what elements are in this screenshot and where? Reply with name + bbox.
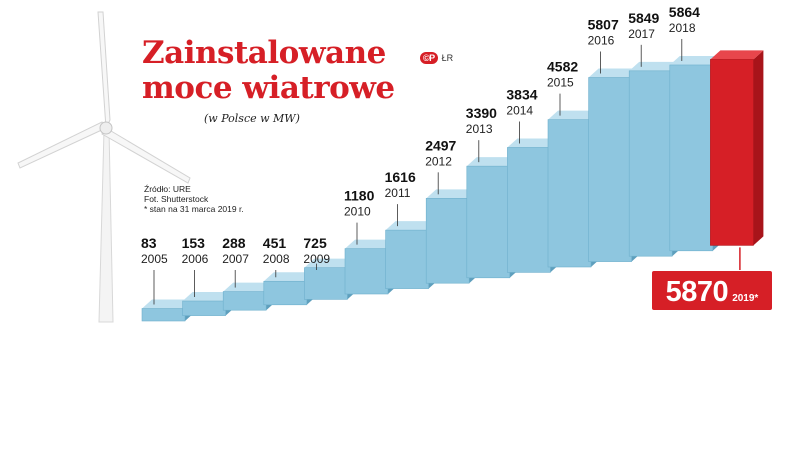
title-line-2: moce wiatrowe bbox=[142, 70, 395, 106]
highlight-year: 2019* bbox=[732, 293, 759, 304]
value-label: 4582 bbox=[547, 59, 578, 75]
title-line-1: Zainstalowane bbox=[142, 35, 386, 71]
value-label: 1180 bbox=[344, 188, 375, 204]
year-label: 2016 bbox=[588, 33, 615, 47]
bar-top bbox=[142, 299, 195, 309]
copyright-mark: ©P ŁR bbox=[420, 52, 453, 64]
highlight-badge: 5870 2019* bbox=[652, 271, 772, 310]
bar-top bbox=[507, 138, 561, 148]
year-label: 2009 bbox=[303, 252, 330, 266]
value-label: 83 bbox=[141, 235, 157, 251]
year-label: 2006 bbox=[182, 252, 209, 266]
value-label: 3390 bbox=[466, 105, 497, 121]
bar-top bbox=[710, 50, 764, 60]
value-label: 725 bbox=[303, 235, 327, 251]
year-label: 2008 bbox=[263, 252, 290, 266]
highlight-value: 5870 bbox=[665, 276, 729, 308]
source-note: Źródło: URE Fot. Shutterstock * stan na … bbox=[144, 184, 244, 214]
bar bbox=[222, 291, 267, 311]
value-label: 451 bbox=[263, 235, 287, 251]
value-label: 3834 bbox=[506, 86, 537, 102]
labels-layer: 8320051532006288200745120087252009118020… bbox=[141, 4, 741, 305]
bar bbox=[385, 229, 429, 289]
wind-turbine-icon bbox=[17, 11, 191, 323]
value-label: 5864 bbox=[669, 4, 700, 20]
year-label: 2012 bbox=[425, 154, 452, 168]
year-label: 2005 bbox=[141, 252, 168, 266]
year-label: 2013 bbox=[466, 122, 493, 136]
bar bbox=[628, 70, 673, 257]
bar bbox=[669, 64, 714, 252]
bar-top bbox=[548, 110, 601, 120]
value-label: 5849 bbox=[628, 10, 659, 26]
author-credit: ŁR bbox=[441, 53, 454, 63]
bar-top bbox=[588, 68, 642, 78]
footnote: * stan na 31 marca 2019 r. bbox=[144, 204, 244, 214]
copyright-badge: ©P bbox=[420, 52, 438, 64]
year-label: 2018 bbox=[669, 21, 696, 35]
bar-top bbox=[385, 221, 439, 231]
bars-layer bbox=[141, 50, 764, 322]
year-label: 2010 bbox=[344, 205, 371, 219]
bar-top bbox=[629, 61, 683, 71]
bar bbox=[141, 308, 186, 322]
bar-highlight bbox=[710, 59, 754, 246]
year-label: 2015 bbox=[547, 76, 574, 90]
year-label: 2007 bbox=[222, 252, 249, 266]
bar bbox=[182, 300, 226, 316]
photo-credit: Fot. Shutterstock bbox=[144, 194, 209, 204]
bar-top bbox=[182, 292, 236, 302]
bar bbox=[466, 165, 511, 279]
year-label: 2014 bbox=[506, 103, 533, 117]
value-label: 1616 bbox=[385, 169, 416, 185]
bar-top bbox=[263, 272, 317, 282]
chart-title: Zainstalowane moce wiatrowe bbox=[142, 36, 395, 106]
bar-top bbox=[669, 55, 723, 65]
bar-top bbox=[426, 189, 480, 199]
year-label: 2011 bbox=[385, 186, 411, 200]
bar bbox=[425, 198, 470, 284]
year-label: 2017 bbox=[628, 27, 655, 41]
bar-top bbox=[466, 157, 520, 167]
bar bbox=[344, 248, 389, 295]
value-label: 153 bbox=[182, 235, 206, 251]
bar bbox=[588, 77, 632, 262]
value-label: 2497 bbox=[425, 137, 456, 153]
bar-side bbox=[753, 50, 764, 246]
bar-top bbox=[345, 239, 398, 249]
bar-top bbox=[223, 282, 277, 292]
bar bbox=[304, 267, 348, 300]
value-label: 5807 bbox=[588, 16, 619, 32]
chart-subtitle: (w Polsce w MW) bbox=[204, 112, 300, 125]
source-line: Źródło: URE bbox=[144, 184, 191, 194]
bar-top bbox=[304, 258, 358, 268]
bar bbox=[547, 119, 592, 268]
bar bbox=[507, 147, 551, 273]
bar bbox=[263, 280, 308, 306]
value-label: 288 bbox=[222, 235, 246, 251]
